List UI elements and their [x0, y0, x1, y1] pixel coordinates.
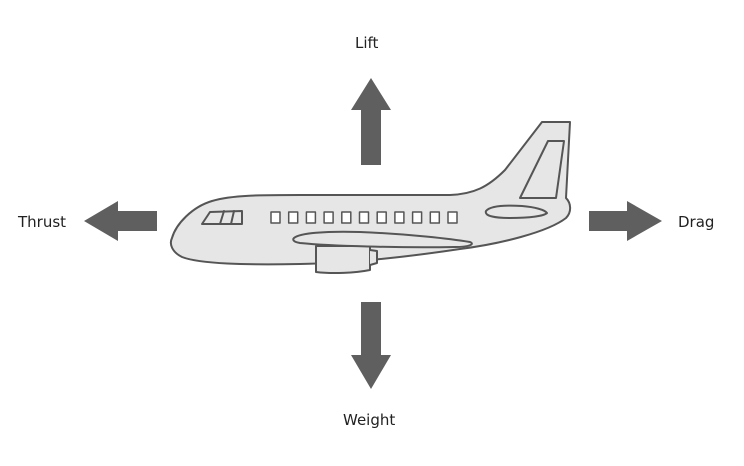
cockpit-window-divider	[219, 210, 225, 225]
airplane-icon	[169, 121, 572, 275]
cabin-window	[358, 211, 370, 224]
lift-arrow-icon	[351, 78, 391, 165]
weight-arrow-icon	[351, 302, 391, 389]
cockpit-window-divider	[230, 210, 235, 225]
weight-label: Weight	[343, 411, 396, 429]
cabin-window	[394, 211, 405, 224]
lift-label: Lift	[355, 34, 379, 52]
tail-fin-panel	[519, 140, 565, 199]
cabin-window	[429, 211, 441, 224]
cabin-window	[270, 211, 281, 224]
engine-exhaust	[369, 249, 378, 266]
drag-label: Drag	[678, 213, 715, 231]
wing	[292, 230, 473, 249]
fuselage	[169, 121, 572, 266]
thrust-arrow-icon	[84, 201, 157, 241]
cabin-window	[323, 211, 334, 224]
horizontal-stabilizer	[484, 204, 548, 219]
engine	[315, 245, 371, 275]
drag-arrow-icon	[589, 201, 662, 241]
thrust-label: Thrust	[18, 213, 67, 231]
cabin-window	[287, 211, 299, 224]
cabin-window	[447, 211, 458, 224]
cabin-windows	[270, 211, 458, 224]
cabin-window	[305, 211, 317, 224]
cabin-window	[341, 211, 352, 224]
cabin-window	[411, 211, 423, 224]
cabin-window	[376, 211, 387, 224]
